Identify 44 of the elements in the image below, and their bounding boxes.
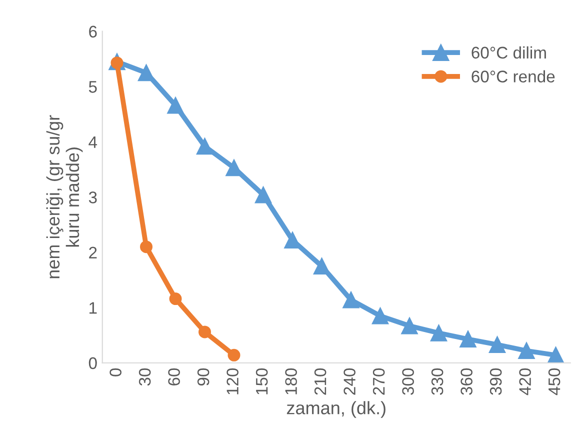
y-tick-label: 3	[88, 192, 97, 204]
x-tick-label: 300	[402, 368, 414, 395]
point	[547, 346, 564, 363]
point	[401, 318, 418, 334]
point	[372, 308, 389, 324]
x-tick-label: 150	[256, 368, 268, 394]
x-axis-title: zaman, (dk.)	[286, 401, 386, 418]
x-tick-label: 210	[314, 368, 326, 395]
point	[196, 138, 214, 155]
point	[167, 97, 184, 114]
point	[518, 342, 535, 360]
y-tick-label: 0	[88, 357, 97, 370]
x-tick-label: 30	[138, 368, 151, 386]
y-axis-title: nem içeriği, (gr su/gr kuru madde)	[46, 115, 83, 278]
x-tick-label: 450	[548, 368, 560, 396]
point	[488, 336, 506, 353]
y-tick-label: 4	[88, 136, 98, 148]
x-tick-label: 90	[197, 368, 210, 386]
legend-label: 60°C dilim	[472, 46, 546, 59]
y-tick-label: 6	[89, 26, 97, 38]
point	[140, 240, 152, 254]
x-tick-label: 390	[490, 368, 502, 395]
point	[169, 292, 182, 306]
x-tick-label: 180	[285, 368, 297, 394]
x-tick-label: 420	[519, 368, 531, 396]
point	[198, 326, 211, 338]
x-tick-label: 0	[110, 368, 122, 376]
x-tick-label: 240	[344, 368, 356, 395]
point	[430, 324, 448, 342]
point	[460, 330, 476, 348]
point	[342, 292, 360, 308]
y-tick-label: 5	[88, 81, 97, 93]
x-tick-label: 60	[168, 368, 180, 386]
legend-label: 60°C rende	[472, 70, 555, 82]
point	[254, 186, 272, 204]
x-tick-label: 360	[460, 368, 472, 395]
point	[138, 64, 155, 82]
x-tick-label: 330	[431, 368, 444, 395]
x-tick-label: 120	[226, 368, 238, 394]
point	[228, 348, 240, 362]
point	[313, 258, 330, 275]
y-tick-label: 1	[90, 302, 97, 314]
y-tick-label: 2	[89, 246, 97, 258]
x-tick-label: 270	[372, 368, 385, 395]
